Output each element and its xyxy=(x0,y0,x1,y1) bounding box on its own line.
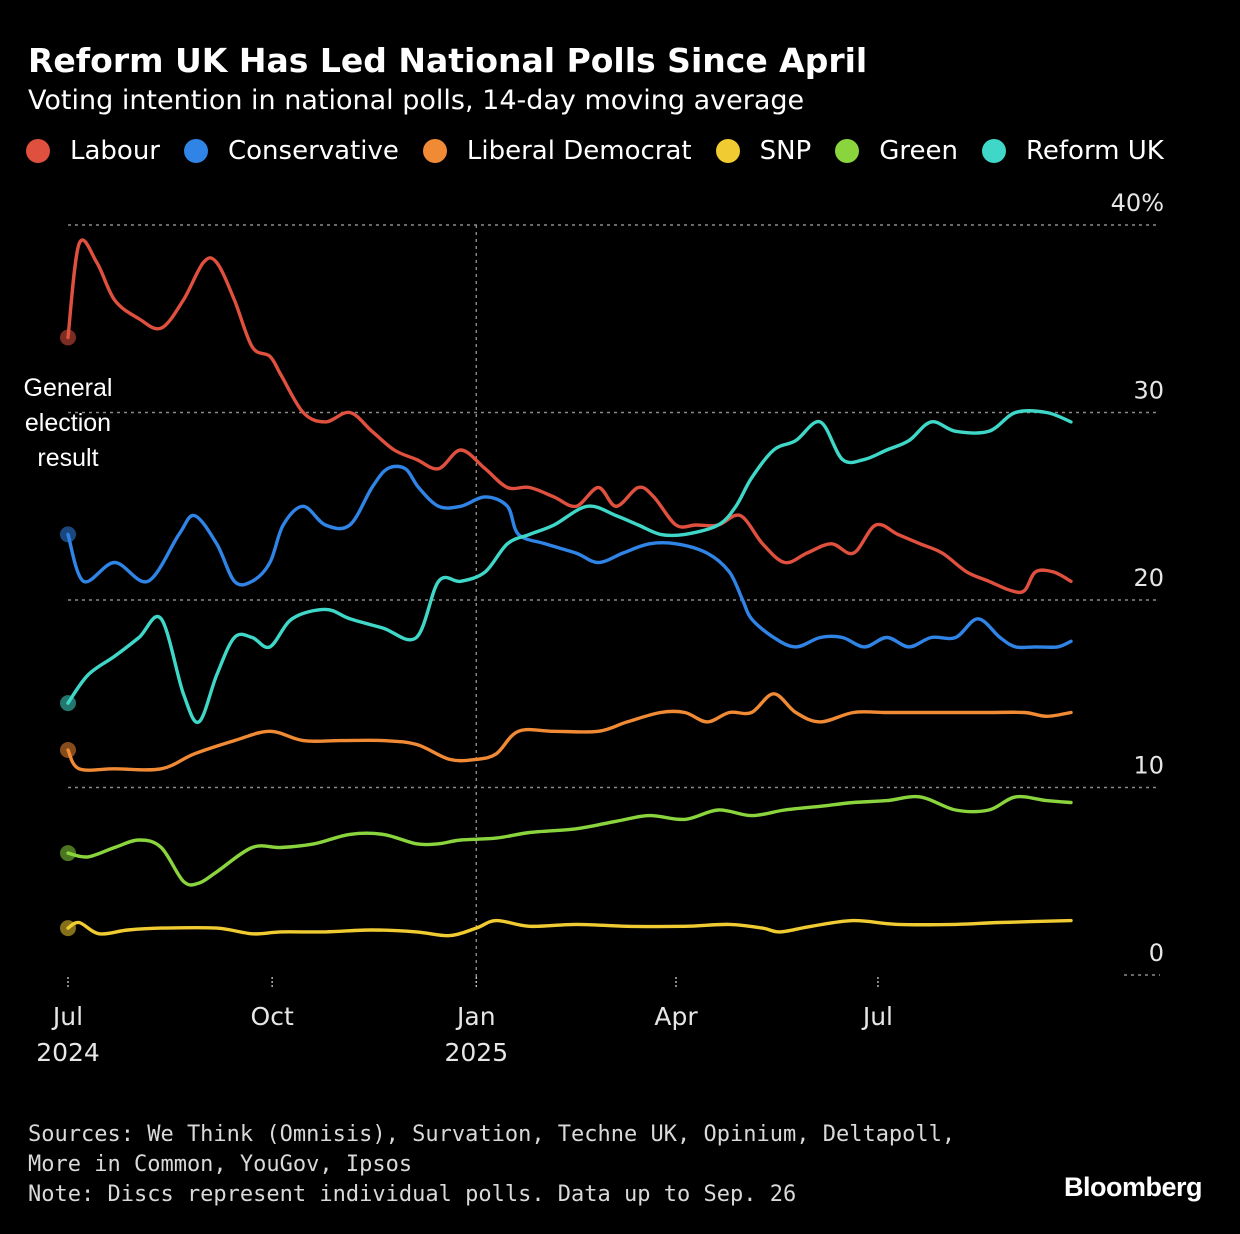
legend-dot-snp xyxy=(715,139,740,163)
legend-item-conservative[interactable]: Conservative xyxy=(184,134,399,168)
x-tick-label-apr: Apr xyxy=(654,1002,698,1031)
series-start-disc-green xyxy=(60,845,76,862)
legend-item-reform-uk[interactable]: Reform UK xyxy=(981,134,1164,168)
legend-dot-conservative xyxy=(184,139,208,163)
y-tick-label-20: 20 xyxy=(1133,564,1164,592)
series-line-snp xyxy=(66,918,1073,938)
annotation-line-1: General xyxy=(24,374,113,402)
sources-line-2: More in Common, YouGov, Ipsos xyxy=(28,1152,413,1177)
chart-title: Reform UK Has Led National Polls Since A… xyxy=(28,41,868,80)
series-start-disc-labour xyxy=(60,329,76,346)
series-start-disc-conservative xyxy=(60,526,76,543)
x-tick-label-oct: Oct xyxy=(251,1002,294,1031)
sources-line-1: Sources: We Think (Omnisis), Survation, … xyxy=(28,1122,956,1147)
general-election-annotation: General election result xyxy=(24,374,113,472)
legend-label-labour: Labour xyxy=(70,136,160,166)
chart-subtitle: Voting intention in national polls, 14-d… xyxy=(28,85,805,116)
legend-label-snp: SNP xyxy=(759,136,812,166)
y-tick-label-10: 10 xyxy=(1133,752,1164,780)
series-line-liberal-democrat xyxy=(66,692,1073,772)
legend-label-reform-uk: Reform UK xyxy=(1025,136,1164,166)
y-tick-label-30: 30 xyxy=(1133,377,1164,405)
bloomberg-logo: Bloomberg xyxy=(1063,1172,1203,1202)
x-tick-label-jan: Jan xyxy=(455,1002,496,1031)
gridlines xyxy=(68,224,1160,983)
legend-item-labour[interactable]: Labour xyxy=(26,134,160,168)
legend-dot-labour xyxy=(26,139,50,163)
legend-item-snp[interactable]: SNP xyxy=(715,134,812,168)
legend-label-liberal-democrat: Liberal Democrat xyxy=(466,136,692,166)
x-tick-year-2024: 2024 xyxy=(36,1038,100,1067)
series-line-conservative xyxy=(66,464,1073,650)
series-line-reform-uk xyxy=(66,409,1073,724)
legend: Labour Conservative Liberal Democrat SNP… xyxy=(26,134,1188,168)
x-tick-year-2025: 2025 xyxy=(444,1038,508,1067)
x-tick-label-jul: Jul xyxy=(51,1002,83,1031)
legend-dot-liberal-democrat xyxy=(422,139,447,163)
legend-item-liberal-democrat[interactable]: Liberal Democrat xyxy=(422,134,692,168)
footer-notes: Sources: We Think (Omnisis), Survation, … xyxy=(28,1120,955,1210)
series-start-disc-reform-uk xyxy=(60,695,76,712)
legend-dot-reform-uk xyxy=(981,139,1006,163)
annotation-line-3: result xyxy=(37,444,98,472)
series-start-disc-liberal-democrat xyxy=(60,742,76,758)
series-start-disc-snp xyxy=(60,920,76,937)
series-line-green xyxy=(66,794,1073,887)
x-axis-ticks: Jul 2024 Oct Jan 2025 Apr Jul xyxy=(36,977,893,1067)
legend-label-green: Green xyxy=(879,136,958,166)
legend-item-green[interactable]: Green xyxy=(835,134,958,168)
y-tick-label-40: 40% xyxy=(1111,189,1164,217)
series-lines xyxy=(60,238,1073,938)
y-axis-ticks: 0 10 20 30 40% xyxy=(1111,189,1164,967)
legend-dot-green xyxy=(835,139,860,163)
note-line: Note: Discs represent individual polls. … xyxy=(28,1182,797,1207)
annotation-line-2: election xyxy=(25,409,111,437)
series-line-labour xyxy=(66,238,1073,595)
legend-label-conservative: Conservative xyxy=(228,136,399,166)
x-tick-label-jul: Jul xyxy=(861,1002,893,1031)
y-tick-label-0: 0 xyxy=(1149,939,1164,967)
